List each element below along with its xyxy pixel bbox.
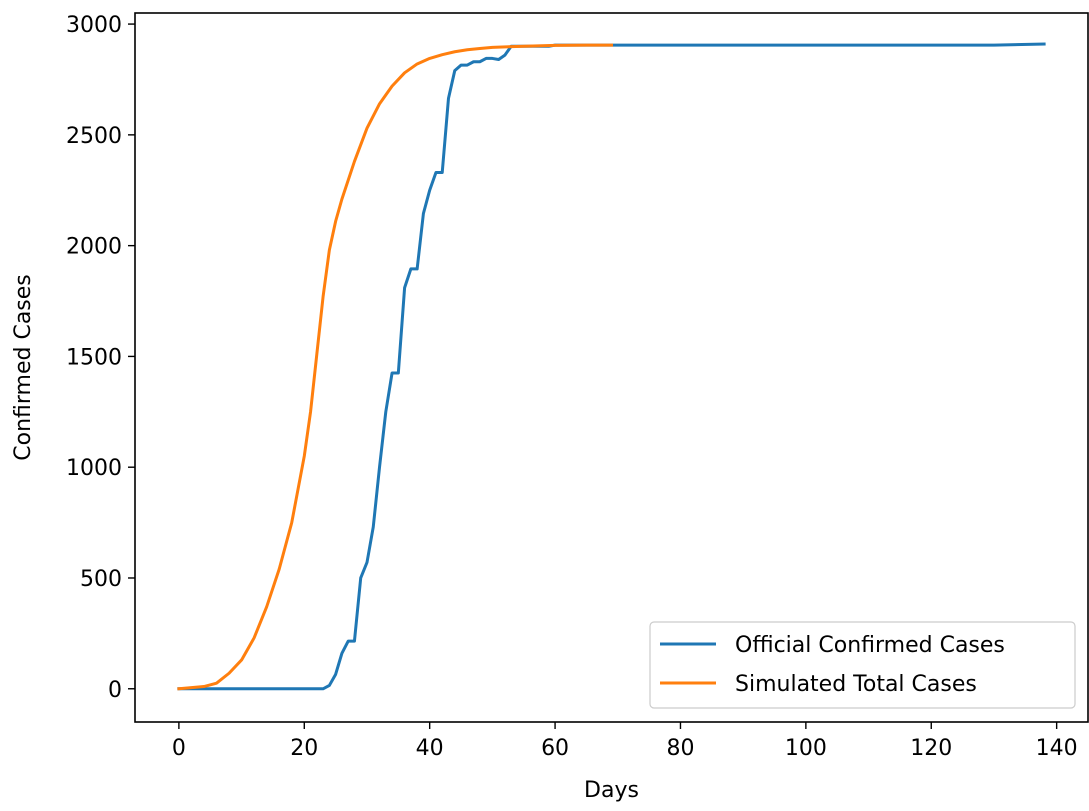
ticks-layer: 0 20 40 60 80 100 120 140 0 500 1000 1500 2000 2500 30… (66, 13, 1078, 761)
x-tick-label: 40 (416, 736, 444, 761)
x-axis-label: Days (584, 778, 639, 803)
y-tick-label: 2000 (66, 235, 122, 260)
y-tick-label: 500 (80, 567, 122, 592)
legend-label-simulated: Simulated Total Cases (735, 672, 977, 697)
y-tick-label: 1500 (66, 345, 122, 370)
y-tick-label: 0 (108, 678, 122, 703)
legend-box (649, 621, 1076, 709)
y-tick-label: 1000 (66, 456, 122, 481)
legend-label-official: Official Confirmed Cases (735, 633, 1005, 658)
series-line-simulated (177, 43, 613, 691)
y-axis-label: Confirmed Cases (11, 274, 36, 461)
x-tick-label: 80 (666, 736, 694, 761)
x-tick-label: 100 (785, 736, 827, 761)
legend: Official Confirmed Cases Simulated Total… (649, 621, 1076, 709)
x-tick-label: 20 (290, 736, 318, 761)
x-tick-label: 60 (541, 736, 569, 761)
plot-frame (134, 12, 1089, 723)
x-tick-label: 140 (1036, 736, 1078, 761)
x-tick-label: 0 (172, 736, 186, 761)
x-tick-label: 120 (910, 736, 952, 761)
y-tick-label: 2500 (66, 124, 122, 149)
series-layer (177, 42, 1046, 691)
y-tick-label: 3000 (66, 13, 122, 38)
